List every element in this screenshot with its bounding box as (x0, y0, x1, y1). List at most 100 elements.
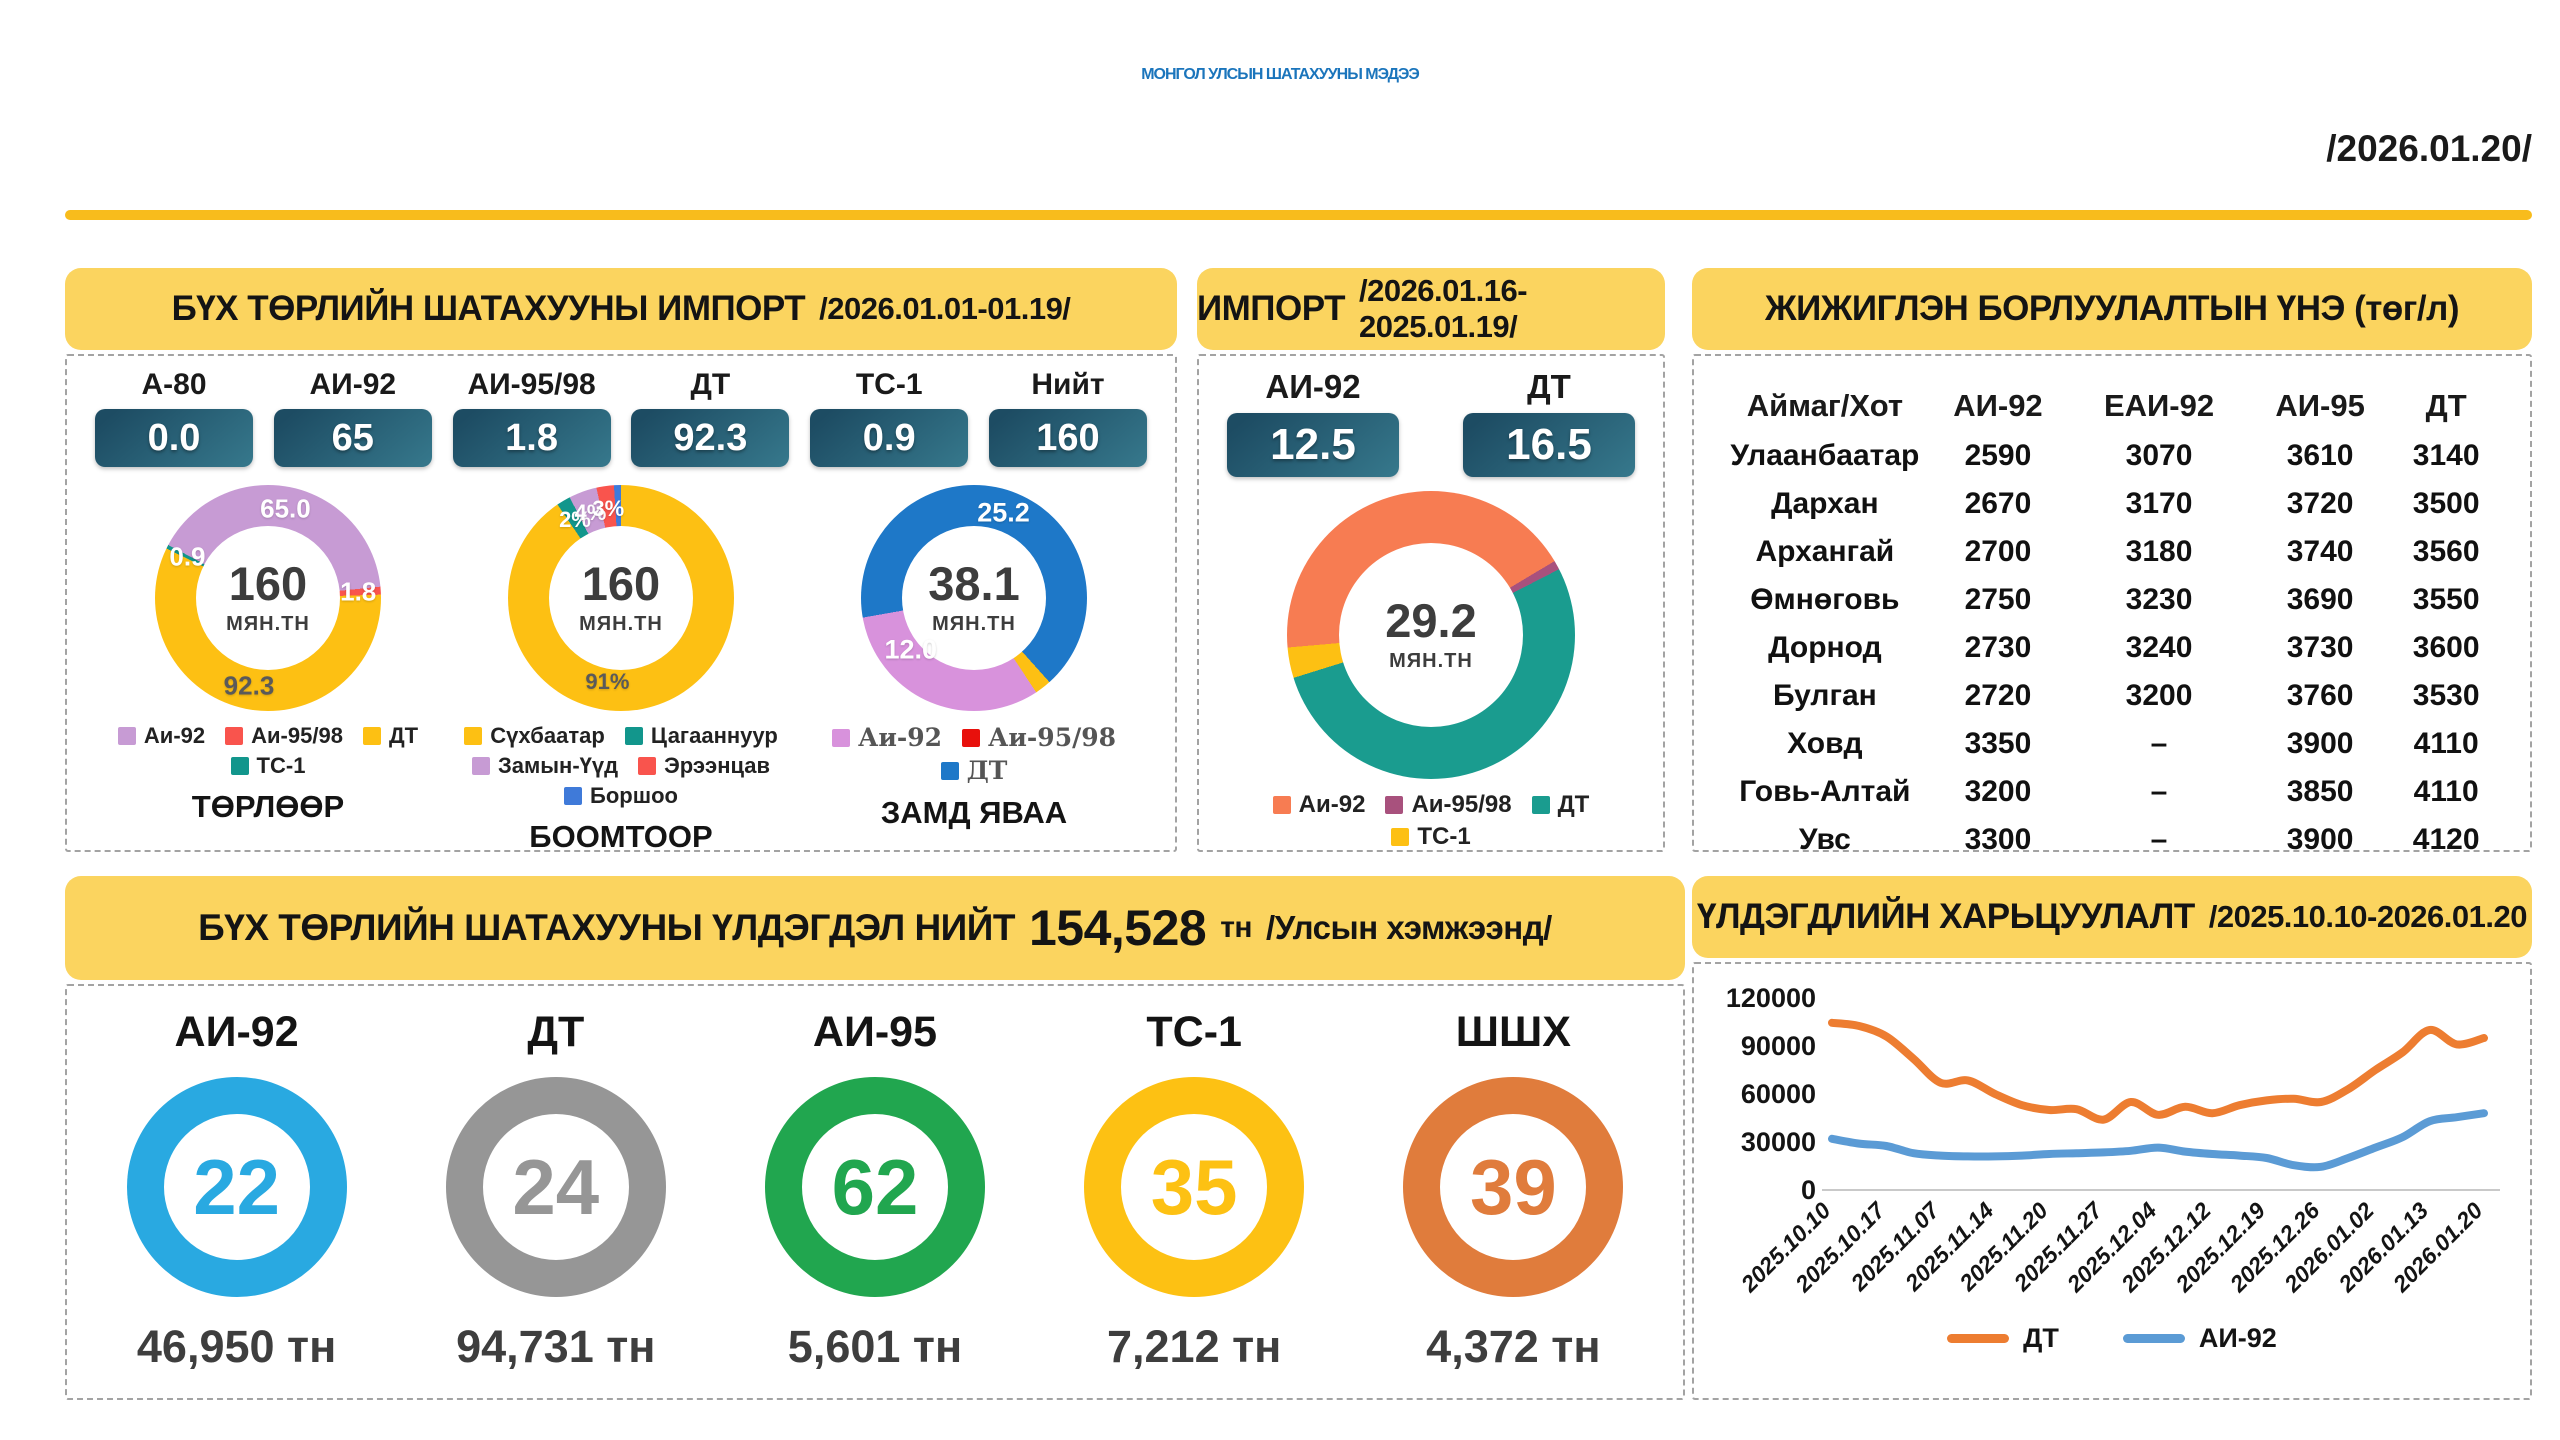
donut-segment-label: 25.2 (977, 497, 1030, 528)
legend-label: Цагааннуур (650, 723, 778, 748)
stock-amount: 94,731 тн (456, 1321, 656, 1372)
price-city-cell: Увс (1798, 823, 1851, 856)
stock-item: ТС-1 35 7,212 тн (1044, 1008, 1344, 1373)
legend-swatch (1391, 828, 1410, 846)
stocks-total-unit: тн (1220, 911, 1253, 944)
donut-center-unit: МЯН.ТН (1389, 650, 1473, 672)
chart-legend-line (2122, 1334, 2185, 1343)
price-value-cell: 3720 (2286, 487, 2354, 520)
import-recent-stats-row: АИ-92 12.5 ДТ 16.5 (1199, 356, 1663, 477)
fuel-stat: А-80 0.0 (95, 368, 253, 467)
donut-center-unit: МЯН.ТН (226, 613, 310, 635)
price-value-cell: 3550 (2412, 583, 2480, 616)
stock-item: ДТ 24 94,731 тн (406, 1008, 706, 1373)
y-axis-label: 90000 (1741, 1031, 1816, 1061)
table-row: Увс 3300 – 3900 4120 (1724, 816, 2500, 864)
panel-title: ИМПОРТ (1197, 289, 1345, 328)
panel-import-total-header: БҮХ ТӨРЛИЙН ШАТАХУУНЫ ИМПОРТ /2026.01.01… (65, 268, 1177, 350)
fuel-stat-value: 160 (988, 409, 1147, 467)
price-value-cell: – (2150, 727, 2168, 760)
stock-ring: 24 (445, 1077, 666, 1297)
legend-label: Аи-95/98 (251, 723, 343, 748)
legend-swatch (471, 757, 490, 775)
donut-center-value: 29.2 (1385, 594, 1477, 647)
price-value-cell: 3240 (2125, 631, 2193, 664)
donut-caption: БООМТООР (529, 819, 713, 854)
chart-legend-item: АИ-92 (2122, 1323, 2277, 1354)
price-value-cell: 3200 (2125, 679, 2193, 712)
panel-import-recent: ИМПОРТ /2026.01.16-2025.01.19/ АИ-92 12.5… (1197, 268, 1665, 852)
stock-rings-row: АИ-92 22 46,950 тн ДТ 24 94,731 тн АИ-95 62 5,60… (67, 986, 1683, 1373)
chart-legend-label: ДТ (2023, 1323, 2059, 1353)
price-value-cell: 3350 (1964, 727, 2032, 760)
legend-label: Аи-95/98 (988, 723, 1117, 752)
stock-amount: 5,601 тн (787, 1321, 963, 1372)
donut-segment-label: 2% (559, 507, 591, 533)
y-axis-label: 30000 (1741, 1127, 1816, 1157)
legend-label: Замын-Үүд (497, 753, 619, 778)
donut-center-value: 160 (581, 557, 661, 610)
table-row: Ховд 3350 – 3900 4110 (1724, 720, 2500, 768)
price-value-cell: – (2150, 823, 2168, 856)
panel-stocks-header: БҮХ ТӨРЛИЙН ШАТАХУУНЫ ҮЛДЭГДЭЛ НИЙТ 154,… (65, 876, 1685, 980)
stock-percent: 62 (831, 1143, 919, 1231)
legend-item: Боршоо (564, 783, 678, 809)
price-table-head: Аймаг/Хот АИ-92 ЕАИ-92 АИ-95 ДТ (1724, 380, 2500, 432)
legend-label: ТС-1 (1417, 823, 1471, 850)
stock-label: АИ-95 (812, 1008, 938, 1056)
donut-segment-label: 4% (574, 499, 607, 525)
stock-percent: 24 (512, 1143, 600, 1231)
price-value-cell: 3230 (2125, 583, 2193, 616)
legend-item: ТС-1 (1391, 823, 1471, 851)
price-value-cell: 3180 (2125, 535, 2193, 568)
legend-swatch (831, 728, 850, 747)
donut-segment-label: 3% (592, 495, 625, 521)
donut-legend: Аи-92 Аи-95/98 ДТ ТС-1 (1251, 791, 1611, 851)
legend-swatch (624, 727, 643, 745)
series-line-АИ-92 (1828, 1109, 2488, 1172)
donut-caption: ЗАМД ЯВАА (880, 795, 1068, 830)
fuel-stat-label: ДТ (690, 368, 731, 401)
panel-prices-body: Аймаг/Хот АИ-92 ЕАИ-92 АИ-95 ДТ Улаанбаатар 2… (1692, 354, 2532, 856)
legend-item: Аи-92 (117, 723, 206, 749)
legend-label: Сүхбаатар (490, 723, 605, 748)
donut-hole (195, 525, 341, 671)
price-city-cell: Ховд (1787, 727, 1863, 760)
legend-item: Цагааннуур (624, 723, 778, 749)
price-value-cell: 3850 (2286, 775, 2354, 808)
legend-item: Аи-92 (1272, 791, 1366, 819)
price-value-cell: 4120 (2412, 823, 2480, 856)
donut-by-port: 160 МЯН.ТН 91% 2% 4% 3% Сүхбаатар Цагааннуур… (446, 485, 796, 855)
fuel-stat: ДТ 16.5 (1463, 368, 1635, 477)
legend-item: Эрээнцав (638, 753, 770, 779)
panel-title: ЖИЖИГЛЭН БОРЛУУЛАЛТЫН ҮНЭ (төг/л) (1765, 289, 2460, 328)
stock-label: ДТ (527, 1008, 585, 1056)
stock-amount: 7,212 тн (1106, 1321, 1282, 1372)
legend-label: Аи-92 (143, 723, 206, 748)
y-axis-label: 0 (1801, 1175, 1816, 1205)
fuel-stat-label: ТС-1 (855, 368, 923, 401)
legend-swatch (564, 787, 583, 805)
legend-label: Аи-92 (1298, 791, 1366, 818)
donut-segment-label: 1.8 (340, 576, 377, 607)
donut-center-value: 160 (228, 557, 308, 610)
table-row: Өмнөговь 2750 3230 3690 3550 (1724, 576, 2500, 624)
price-column-header: АИ-95 (2275, 388, 2365, 423)
price-value-cell: 3500 (2412, 487, 2480, 520)
price-city-cell: Архангай (1755, 535, 1895, 568)
price-column-header: АИ-92 (1953, 388, 2043, 423)
panel-stocks-body: АИ-92 22 46,950 тн ДТ 24 94,731 тн АИ-95 62 5,60… (65, 984, 1685, 1400)
donut-in-transit: 38.1 МЯН.ТН 25.2 12.0 Аи-92 Аи-95/98 ДТ ЗАМ… (799, 485, 1149, 855)
price-column-header: Аймаг/Хот (1746, 388, 1904, 423)
stock-label: ШШХ (1455, 1008, 1571, 1056)
fuel-stat: АИ-92 65 (273, 368, 432, 467)
price-value-cell: 3900 (2286, 823, 2354, 856)
legend-swatch (1385, 796, 1404, 814)
fuel-stat: ДТ 92.3 (631, 368, 790, 467)
legend-item: ТС-1 (230, 753, 305, 779)
series-line-ДТ (1828, 1018, 2488, 1124)
legend-label: Боршоо (590, 783, 678, 808)
price-city-cell: Улаанбаатар (1730, 439, 1920, 472)
legend-label: Аи-92 (857, 723, 943, 752)
donut-by-type: 160 МЯН.ТН 65.0 1.8 92.3 0.9 Аи-92 Аи-95/98 Д… (93, 485, 443, 855)
